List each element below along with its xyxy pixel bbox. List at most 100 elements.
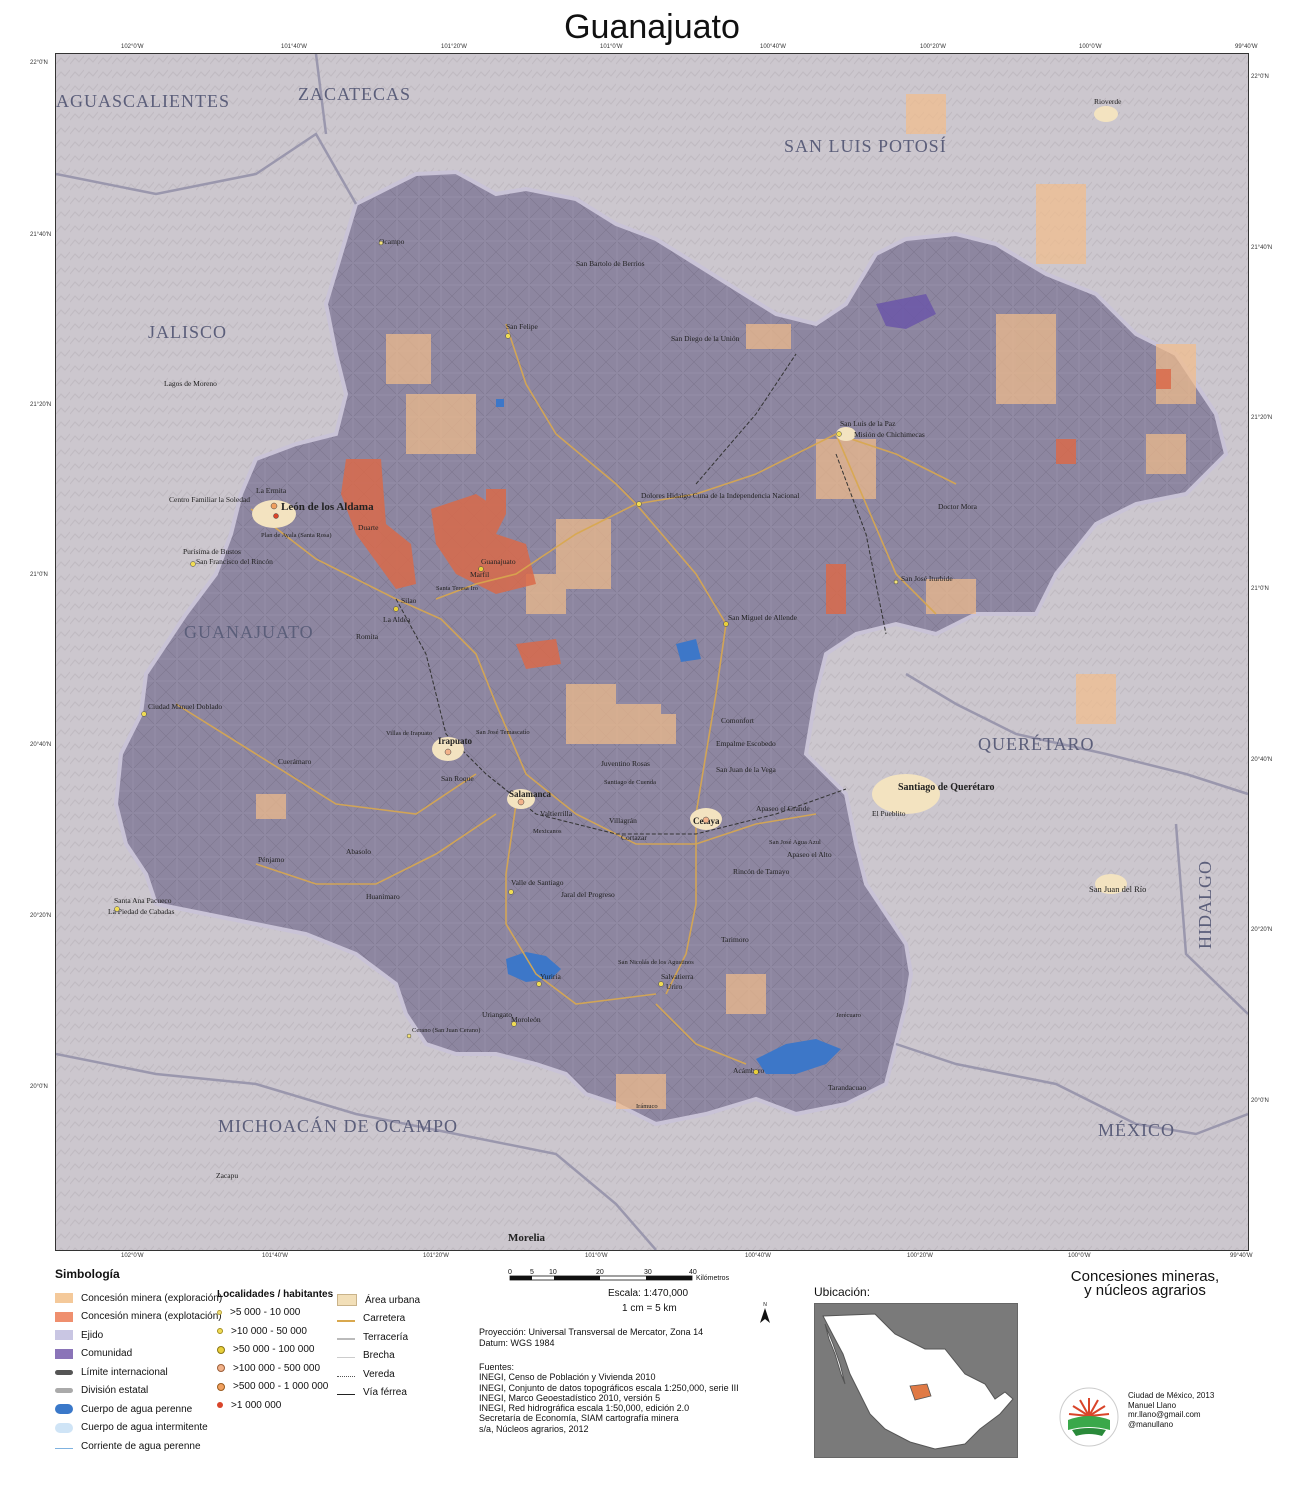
location-inset (814, 1303, 1018, 1458)
lon-tick: 101°40'W (262, 1253, 288, 1259)
credit-line: Ciudad de México, 2013 (1128, 1391, 1215, 1400)
place-label: Duarte (358, 523, 379, 532)
place-label: Santa Ana Pacueco (114, 896, 172, 905)
place-label: San Nicolás de los Agustinos (618, 959, 694, 966)
place-label: Santiago de Cuenda (604, 779, 656, 786)
mining-exploration-areas (256, 94, 1196, 1109)
map-canvas[interactable]: AGUASCALIENTES ZACATECAS SAN LUIS POTOSÍ… (55, 53, 1249, 1251)
dot (217, 1402, 223, 1409)
place-label: San Diego de la Unión (671, 334, 740, 343)
place-label: Centro Familiar la Soledad (169, 495, 250, 504)
legend-label: Concesión minera (explotación) (81, 1311, 222, 1323)
legend-subtitle: Localidades / habitantes (217, 1288, 334, 1300)
legend-label: Cuerpo de agua intermitente (81, 1422, 208, 1434)
lon-tick: 100°40'W (745, 1253, 771, 1259)
scale-tick-label: 40 (689, 1269, 697, 1276)
scale-bar: 0 5 10 20 30 40 Kilómetros (508, 1266, 730, 1306)
place-label: Ocampo (379, 237, 405, 246)
projection-line: Proyección: Universal Transversal de Mer… (479, 1327, 704, 1337)
swatch (337, 1334, 355, 1341)
place-label: San Felipe (506, 322, 539, 331)
lat-tick: 22°0'N (1251, 74, 1269, 80)
legend-label: Brecha (363, 1350, 395, 1362)
swatch (337, 1294, 357, 1307)
guanajuato-state-shape (113, 169, 1229, 1127)
place-label: Tarimoro (721, 935, 749, 944)
legend-item: Corriente de agua perenne (55, 1437, 222, 1456)
lon-tick: 101°0'W (585, 1253, 608, 1259)
place-label: Apaseo el Alto (787, 850, 832, 859)
place-label: Juventino Rosas (601, 759, 650, 768)
lat-tick: 22°0'N (30, 60, 48, 66)
lat-tick: 20°0'N (30, 1084, 48, 1090)
swatch (55, 1293, 73, 1304)
north-label: N (763, 1302, 767, 1308)
place-label: Villas de Irapuato (386, 730, 432, 737)
legend-item: Cuerpo de agua intermitente (55, 1419, 222, 1438)
place-label: San Miguel de Allende (728, 613, 798, 622)
place-label: San Juan de la Vega (716, 765, 777, 774)
place-label: San Francisco del Rincón (196, 557, 273, 566)
lon-tick: 102°0'W (121, 1253, 144, 1259)
legend-item: >100 000 - 500 000 (217, 1359, 333, 1378)
place-label: San Bartolo de Berrios (576, 259, 645, 268)
legend-label: Corriente de agua perenne (81, 1440, 201, 1452)
place-label: Misión de Chichimecas (854, 430, 925, 439)
legend-label: Vía férrea (363, 1387, 407, 1399)
swatch (337, 1372, 355, 1377)
source-line: INEGI, Conjunto de datos topográficos es… (479, 1382, 739, 1393)
scale-unit: Kilómetros (696, 1275, 730, 1282)
place-label: Zacapu (216, 1171, 238, 1180)
lat-tick: 21°20'N (30, 402, 52, 408)
place-label: San José Iturbide (901, 574, 953, 583)
legend-label: >10 000 - 50 000 (231, 1325, 307, 1337)
city-markers (114, 240, 899, 1075)
dot (217, 1345, 225, 1354)
legend-item: Cuerpo de agua perenne (55, 1400, 222, 1419)
legend-localidades: Localidades / habitantes >5 000 - 10 000… (217, 1285, 333, 1415)
roads (175, 323, 957, 1065)
legend-item: División estatal (55, 1382, 222, 1401)
credits: Ciudad de México, 2013 Manuel Llano mr.l… (1128, 1391, 1214, 1429)
legend-label: >1 000 000 (231, 1399, 282, 1411)
lat-tick: 21°40'N (1251, 245, 1273, 251)
scale-tick-label: 10 (549, 1269, 557, 1276)
place-label: Salamanca (509, 789, 552, 799)
scale-tick-label: 20 (596, 1269, 604, 1276)
lat-tick: 21°0'N (30, 572, 48, 578)
mexico-outline (822, 1313, 1014, 1450)
place-label: Pénjamo (258, 855, 284, 864)
legend-areas: Concesión minera (exploración) Concesión… (55, 1289, 222, 1456)
place-label: Santa Teresa Iro (436, 585, 478, 592)
place-label: Cuerámaro (278, 757, 312, 766)
swatch (55, 1369, 73, 1375)
place-label: San José Temascatío (476, 729, 530, 736)
swatch (55, 1388, 73, 1394)
scale-tick-label: 0 (508, 1269, 512, 1276)
place-label: La Aldea (383, 615, 411, 624)
place-label: Plan de Ayala (Santa Rosa) (261, 532, 332, 539)
source-line: INEGI, Red hidrográfica escala 1:50,000,… (479, 1403, 690, 1414)
place-label: Romita (356, 632, 379, 641)
place-label: Yuriria (540, 972, 561, 981)
place-label: Salvatierra (661, 972, 694, 981)
place-label: Marfil (470, 570, 489, 579)
sources-info: Fuentes: INEGI, Censo de Población y Viv… (479, 1362, 779, 1434)
state-label: SAN LUIS POTOSÍ (784, 135, 947, 156)
lat-tick: 21°20'N (1251, 415, 1273, 421)
scale-bar-graphic: 0 5 10 20 30 40 (508, 1269, 697, 1281)
swatch (337, 1316, 355, 1322)
mining-exploitation-areas (341, 369, 1171, 669)
legend-label: Concesión minera (exploración) (81, 1292, 223, 1304)
swatch (55, 1443, 73, 1450)
railways (395, 353, 887, 835)
lon-tick: 102°0'W (121, 44, 144, 50)
legend-label: Límite internacional (81, 1366, 168, 1378)
place-label: Valtierrilla (540, 809, 573, 818)
credit-line: @manullano (1128, 1419, 1174, 1429)
place-label: Jaral del Progreso (561, 890, 615, 899)
subtitle-line: y núcleos agrarios (1084, 1282, 1206, 1299)
lon-tick: 101°0'W (600, 44, 623, 50)
lat-tick: 20°0'N (1251, 1098, 1269, 1104)
legend-label: >5 000 - 10 000 (230, 1307, 301, 1319)
